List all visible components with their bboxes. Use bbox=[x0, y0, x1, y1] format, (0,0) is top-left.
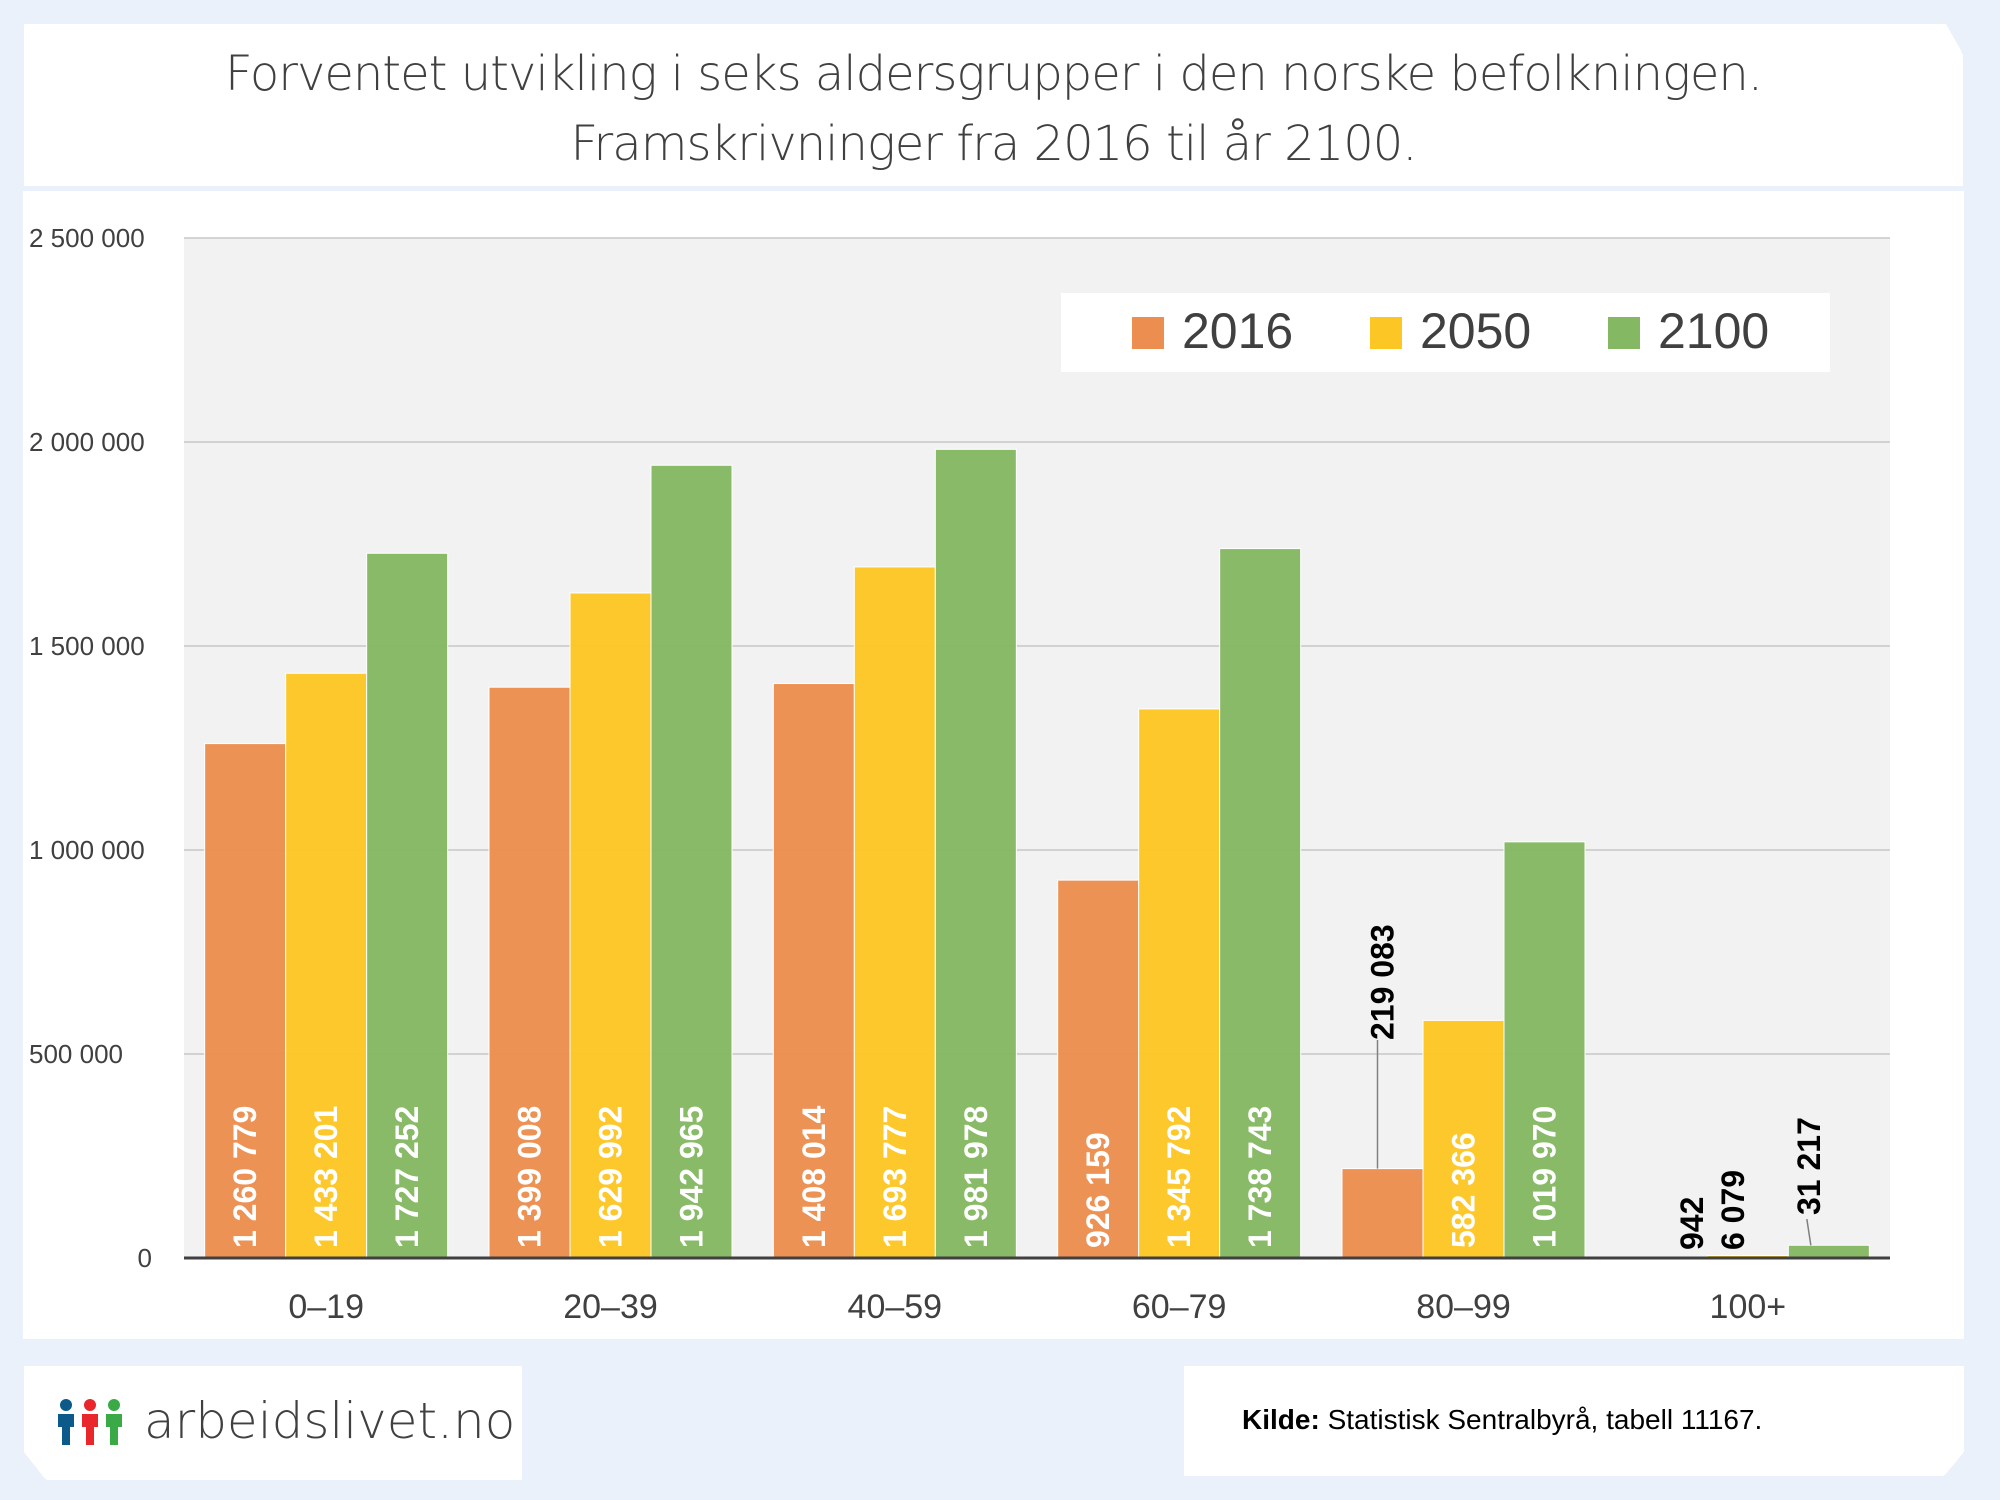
bar-2050-3 bbox=[1138, 708, 1221, 1259]
y-tick-label: 2 500 000 bbox=[29, 223, 145, 253]
data-label: 1 345 792 bbox=[1161, 1106, 1197, 1248]
person-body bbox=[58, 1414, 74, 1445]
bar-2016-1 bbox=[488, 686, 571, 1259]
person-body bbox=[82, 1414, 98, 1445]
bar-2100-1 bbox=[650, 464, 733, 1259]
legend-swatch-2100 bbox=[1608, 317, 1640, 349]
bar-2050-0 bbox=[285, 672, 368, 1259]
data-label: 1 727 252 bbox=[389, 1106, 425, 1248]
person-head bbox=[60, 1399, 72, 1411]
bar-2050-1 bbox=[569, 592, 652, 1259]
data-label: 219 083 bbox=[1365, 924, 1401, 1040]
title-box: Forventet utvikling i seks aldersgrupper… bbox=[24, 24, 1963, 186]
data-label: 926 159 bbox=[1080, 1132, 1116, 1248]
y-tick-label: 1 000 000 bbox=[29, 835, 145, 865]
axes: 0 500 000 1 000 000 1 500 000 2 000 000 2 500… bbox=[29, 223, 1890, 1326]
x-tick-label: 80–99 bbox=[1416, 1288, 1511, 1326]
bar-2016-2 bbox=[772, 683, 855, 1259]
data-labels: 1 260 779 1 433 201 1 727 252 1 399 008 1 62… bbox=[227, 924, 1827, 1250]
data-label: 1 629 992 bbox=[593, 1106, 629, 1248]
x-tick-label: 0–19 bbox=[288, 1288, 364, 1326]
gridlines bbox=[184, 237, 1890, 1055]
x-tick-label: 40–59 bbox=[848, 1288, 943, 1326]
three-people-icon bbox=[58, 1399, 122, 1445]
bar-2100-5 bbox=[1787, 1244, 1870, 1259]
plot-area bbox=[184, 238, 1890, 1258]
y-tick-label: 1 500 000 bbox=[29, 631, 145, 661]
data-label: 1 693 777 bbox=[877, 1106, 913, 1248]
logo-text: arbeidslivet.no bbox=[144, 1392, 516, 1450]
data-label: 1 942 965 bbox=[674, 1106, 710, 1248]
bar-2100-0 bbox=[366, 552, 449, 1259]
source-label: Kilde: bbox=[1242, 1404, 1320, 1435]
x-tick-label: 20–39 bbox=[563, 1288, 658, 1326]
legend-label-2050: 2050 bbox=[1420, 303, 1531, 359]
y-tick-label: 2 000 000 bbox=[29, 427, 145, 457]
source-text-row: Kilde: Statistisk Sentralbyrå, tabell 11… bbox=[1242, 1404, 1762, 1436]
chart-title-line-2: Framskrivninger fra 2016 til år 2100. bbox=[570, 116, 1417, 172]
person-body bbox=[106, 1414, 122, 1445]
bar-2100-2 bbox=[934, 448, 1017, 1259]
legend-box bbox=[1061, 293, 1830, 372]
data-label: 1 408 014 bbox=[796, 1105, 832, 1248]
data-label: 1 433 201 bbox=[308, 1106, 344, 1248]
legend-swatch-2016 bbox=[1132, 317, 1164, 349]
x-tick-label: 100+ bbox=[1710, 1288, 1787, 1326]
bar-2100-4 bbox=[1503, 841, 1586, 1259]
person-head bbox=[84, 1399, 96, 1411]
bar-2016-4 bbox=[1341, 1168, 1424, 1259]
chart-title-line-1: Forventet utvikling i seks aldersgrupper… bbox=[224, 46, 1763, 102]
data-label: 942 bbox=[1674, 1197, 1710, 1250]
bar-2016-0 bbox=[204, 743, 287, 1259]
data-label: 31 217 bbox=[1791, 1117, 1827, 1215]
logo-box[interactable]: arbeidslivet.no bbox=[24, 1366, 522, 1480]
y-tick-label: 500 000 bbox=[29, 1039, 123, 1069]
x-tick-label: 60–79 bbox=[1132, 1288, 1227, 1326]
data-label: 1 399 008 bbox=[512, 1106, 548, 1248]
bar-2050-2 bbox=[853, 566, 936, 1259]
data-label: 582 366 bbox=[1446, 1132, 1482, 1248]
person-head bbox=[108, 1399, 120, 1411]
source-text: Statistisk Sentralbyrå, tabell 11167. bbox=[1327, 1404, 1763, 1435]
leader-lines bbox=[1376, 1040, 1812, 1246]
bars bbox=[204, 448, 1870, 1259]
bar-2100-3 bbox=[1219, 548, 1302, 1259]
data-label: 1 738 743 bbox=[1242, 1106, 1278, 1248]
bar-2016-3 bbox=[1057, 879, 1140, 1259]
y-tick-label: 0 bbox=[138, 1243, 152, 1273]
legend-label-2016: 2016 bbox=[1182, 303, 1293, 359]
data-label: 1 019 970 bbox=[1527, 1106, 1563, 1248]
legend: 2016 2050 2100 bbox=[1061, 293, 1830, 372]
source-box: Kilde: Statistisk Sentralbyrå, tabell 11… bbox=[1184, 1366, 1964, 1476]
leader-line bbox=[1806, 1218, 1812, 1246]
data-label: 1 260 779 bbox=[227, 1106, 263, 1248]
data-label: 1 981 978 bbox=[958, 1106, 994, 1248]
bar-2050-4 bbox=[1422, 1019, 1505, 1259]
data-label: 6 079 bbox=[1715, 1170, 1751, 1250]
legend-label-2100: 2100 bbox=[1658, 303, 1769, 359]
legend-swatch-2050 bbox=[1370, 317, 1402, 349]
